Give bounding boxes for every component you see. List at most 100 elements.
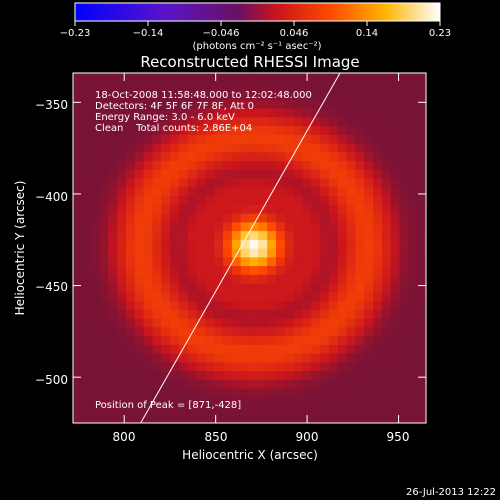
heatmap-cell: [81, 125, 92, 135]
heatmap-cell: [417, 108, 426, 118]
heatmap-cell: [258, 81, 268, 92]
heatmap-cell: [152, 143, 162, 153]
heatmap-cell: [143, 230, 154, 240]
heatmap-cell: [258, 221, 268, 232]
heatmap-cell: [134, 414, 145, 423]
heatmap-cell: [108, 186, 118, 197]
heatmap-cell: [399, 204, 409, 214]
heatmap-cell: [364, 361, 374, 372]
heatmap-cell: [73, 186, 83, 197]
heatmap-cell: [381, 388, 392, 398]
heatmap-cell: [311, 388, 321, 398]
heatmap-cell: [161, 134, 171, 144]
heatmap-cell: [249, 151, 259, 162]
heatmap-cell: [311, 169, 321, 179]
heatmap-cell: [399, 335, 409, 345]
heatmap-cell: [81, 353, 92, 363]
heatmap-cell: [152, 300, 162, 310]
heatmap-cell: [275, 256, 286, 267]
heatmap-cell: [214, 353, 224, 363]
heatmap-cell: [117, 361, 127, 372]
heatmap-cell: [152, 213, 162, 223]
heatmap-cell: [170, 108, 180, 118]
heatmap-cell: [364, 134, 374, 144]
heatmap-cell: [346, 379, 356, 389]
heatmap-cell: [275, 195, 286, 205]
heatmap-cell: [196, 151, 206, 162]
heatmap-cell: [152, 344, 162, 354]
heatmap-cell: [390, 90, 401, 100]
heatmap-cell: [390, 134, 401, 144]
heatmap-cell: [214, 204, 224, 214]
heatmap-cell: [134, 370, 145, 380]
heatmap-cell: [117, 396, 127, 407]
heatmap-cell: [284, 81, 295, 92]
heatmap-cell: [364, 274, 374, 284]
heatmap-cell: [381, 134, 392, 144]
heatmap-cell: [161, 248, 171, 258]
heatmap-cell: [125, 265, 136, 275]
heatmap-cell: [364, 90, 374, 100]
heatmap-cell: [143, 248, 154, 258]
heatmap-cell: [231, 405, 242, 415]
heatmap-cell: [346, 73, 356, 83]
heatmap-cell: [249, 405, 259, 415]
heatmap-cell: [240, 248, 251, 258]
heatmap-cell: [81, 379, 92, 389]
heatmap-cell: [267, 248, 277, 258]
heatmap-cell: [187, 73, 198, 83]
heatmap-cell: [205, 344, 215, 354]
heatmap-cell: [187, 283, 198, 293]
heatmap-cell: [249, 274, 259, 284]
heatmap-cell: [152, 160, 162, 170]
heatmap-cell: [231, 283, 242, 293]
heatmap-cell: [240, 274, 251, 284]
heatmap-cell: [275, 204, 286, 214]
heatmap-cell: [143, 221, 154, 232]
heatmap-cell: [205, 414, 215, 423]
heatmap-cell: [99, 326, 109, 337]
heatmap-cell: [249, 99, 259, 109]
heatmap-cell: [328, 81, 339, 92]
heatmap-cell: [328, 379, 339, 389]
heatmap-cell: [364, 239, 374, 249]
heatmap-cell: [328, 405, 339, 415]
heatmap-cell: [214, 221, 224, 232]
heatmap-cell: [390, 73, 401, 83]
heatmap-cell: [178, 283, 189, 293]
heatmap-cell: [311, 405, 321, 415]
colorbar-tick-label: −0.046: [202, 28, 239, 39]
heatmap-cell: [187, 248, 198, 258]
heatmap-cell: [99, 256, 109, 267]
heatmap-cell: [328, 195, 339, 205]
heatmap-cell: [81, 143, 92, 153]
heatmap-cell: [390, 414, 401, 423]
heatmap-cell: [152, 379, 162, 389]
heatmap-cell: [170, 151, 180, 162]
heatmap-cell: [223, 134, 233, 144]
heatmap-cell: [302, 291, 312, 302]
heatmap-cell: [223, 186, 233, 197]
heatmap-cell: [275, 248, 286, 258]
heatmap-cell: [399, 81, 409, 92]
heatmap-cell: [328, 178, 339, 188]
heatmap-cell: [284, 108, 295, 118]
heatmap-cell: [73, 274, 83, 284]
heatmap-cell: [258, 125, 268, 135]
heatmap-cell: [90, 160, 101, 170]
heatmap-cell: [346, 186, 356, 197]
heatmap-cell: [99, 151, 109, 162]
heatmap-cell: [293, 388, 304, 398]
heatmap-cell: [337, 90, 348, 100]
heatmap-cell: [214, 99, 224, 109]
heatmap-cell: [108, 108, 118, 118]
heatmap-cell: [417, 414, 426, 423]
heatmap-cell: [99, 353, 109, 363]
heatmap-cell: [381, 186, 392, 197]
heatmap-cell: [108, 326, 118, 337]
heatmap-cell: [134, 274, 145, 284]
heatmap-cell: [223, 90, 233, 100]
heatmap-cell: [390, 160, 401, 170]
heatmap-cell: [231, 326, 242, 337]
heatmap-cell: [328, 169, 339, 179]
